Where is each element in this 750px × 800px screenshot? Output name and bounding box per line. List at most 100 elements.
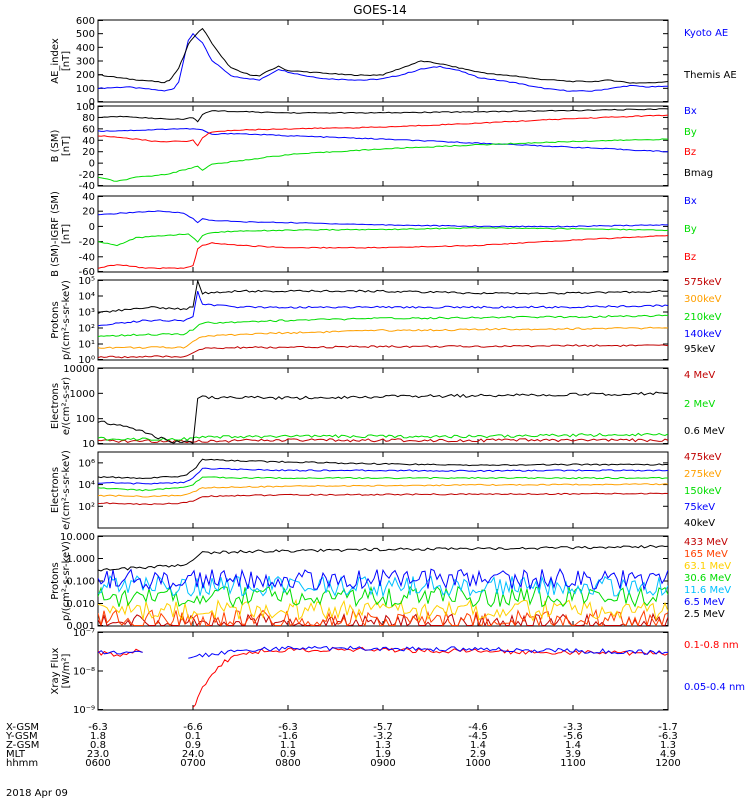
series-line-63-1-mev bbox=[98, 598, 668, 622]
series-line-by bbox=[98, 227, 668, 247]
series-line-by bbox=[98, 138, 668, 182]
legend-label: 0.05-0.4 nm bbox=[684, 682, 745, 693]
legend-label: 2 MeV bbox=[684, 399, 715, 410]
chart-title: GOES-14 bbox=[353, 3, 407, 17]
y-tick-label: 10⁴ bbox=[78, 292, 95, 303]
panel-protons1: 10⁰ 10¹ 10² 10³ 10⁴ 10⁵ Protons p/(cm²-s-sr-keV… bbox=[50, 276, 722, 366]
x-table-cell: -1.7 bbox=[658, 722, 678, 733]
x-table-cell: -6.6 bbox=[183, 722, 203, 733]
x-table-cell: 1.3 bbox=[375, 740, 391, 751]
panel-electrons2: 10² 10⁴ 10⁶ Electrons e/(cm²-s-sr-keV) 475keV… bbox=[50, 450, 722, 530]
y-axis-label: AE_index bbox=[50, 38, 61, 84]
y-tick-label: 100 bbox=[76, 84, 95, 95]
y-tick-label: 20 bbox=[82, 207, 95, 218]
y-axis-label: Protons bbox=[50, 301, 61, 338]
y-axis-label: Electrons bbox=[50, 383, 61, 429]
legend-label: 165 MeV bbox=[684, 549, 728, 560]
series-group bbox=[98, 645, 668, 708]
legend-label: Bx bbox=[684, 196, 697, 207]
panel-xray: 10⁻⁹ 10⁻⁸ 10⁻⁷ Xray Flux [W/m²] 0.1-0.8 nm 0.0… bbox=[50, 628, 745, 716]
y-tick-label: 10000 bbox=[63, 364, 95, 375]
series-line-bz bbox=[98, 235, 668, 270]
legend-label: 433 MeV bbox=[684, 537, 728, 548]
x-axis-table: X-GSMY-GSMZ-GSMMLThhmm-6.31.80.823.00600… bbox=[5, 722, 681, 769]
legend-label: 150keV bbox=[684, 486, 722, 497]
legend-label: Bmag bbox=[684, 168, 713, 179]
panel-ae: 0 100 200 300 400 500 600 AE_index [nT] Kyoto AE T… bbox=[50, 16, 737, 108]
y-tick-label: 200 bbox=[76, 70, 95, 81]
y-tick-label: 10⁵ bbox=[78, 276, 95, 287]
series-line-kyoto-ae bbox=[98, 32, 668, 92]
x-table-cell: 0800 bbox=[275, 758, 300, 769]
y-axis-label: e/(cm²-s-sr-keV) bbox=[61, 450, 72, 530]
y-tick-label: 10² bbox=[78, 502, 95, 513]
series-group bbox=[98, 108, 668, 182]
y-tick-label: 10⁶ bbox=[78, 458, 95, 469]
series-group bbox=[98, 27, 668, 92]
x-table-row-label: hhmm bbox=[6, 758, 38, 769]
series-line-bx bbox=[98, 210, 668, 228]
series-line-475kev bbox=[98, 492, 668, 506]
x-table-cell: -6.3 bbox=[658, 731, 678, 742]
x-table-cell: -6.3 bbox=[88, 722, 108, 733]
series-line-150kev bbox=[98, 476, 668, 492]
y-tick-label: 1000 bbox=[70, 389, 95, 400]
y-tick-label: 10⁻⁷ bbox=[73, 628, 95, 639]
series-line-0-6-mev bbox=[98, 391, 668, 444]
y-tick-label: 0.001 bbox=[66, 621, 95, 632]
y-tick-label: -40 bbox=[79, 252, 95, 263]
y-axis-label: Electrons bbox=[50, 467, 61, 513]
legend-label: 275keV bbox=[684, 469, 722, 480]
y-axis-label: [nT] bbox=[61, 136, 72, 156]
x-table-cell: 1000 bbox=[465, 758, 490, 769]
y-tick-label: -40 bbox=[79, 181, 95, 192]
x-table-cell: 1200 bbox=[655, 758, 680, 769]
series-group bbox=[98, 210, 668, 270]
series-line-40kev bbox=[98, 458, 668, 480]
x-table-cell: 0.9 bbox=[185, 740, 201, 751]
legend-label: 75keV bbox=[684, 502, 715, 513]
x-table-cell: -4.5 bbox=[468, 731, 488, 742]
x-table-cell: 3.9 bbox=[565, 749, 581, 760]
legend-label: 11.6 MeV bbox=[684, 585, 731, 596]
legend-label: 40keV bbox=[684, 518, 715, 529]
x-table-row-label: Y-GSM bbox=[5, 731, 38, 742]
x-table-cell: 0.9 bbox=[280, 749, 296, 760]
y-axis-label: Xray Flux bbox=[50, 647, 61, 694]
series-line-575kev bbox=[98, 344, 668, 359]
x-table-cell: 1.8 bbox=[90, 731, 106, 742]
x-table-cell: 0.8 bbox=[90, 740, 106, 751]
legend-label: 4 MeV bbox=[684, 370, 715, 381]
legend-label: 300keV bbox=[684, 294, 722, 305]
y-tick-label: 100 bbox=[76, 414, 95, 425]
legend-label: Bz bbox=[684, 147, 696, 158]
y-tick-label: 600 bbox=[76, 16, 95, 27]
y-tick-label: 20 bbox=[82, 147, 95, 158]
legend-label: 63.1 MeV bbox=[684, 561, 731, 572]
x-table-cell: 0700 bbox=[180, 758, 205, 769]
legend-label: 95keV bbox=[684, 344, 715, 355]
legend-label: Bz bbox=[684, 252, 696, 263]
y-tick-label: 10⁴ bbox=[78, 480, 95, 491]
y-tick-label: 10⁻⁸ bbox=[73, 667, 95, 678]
y-tick-label: 0 bbox=[89, 222, 95, 233]
x-table-cell: 1.4 bbox=[470, 740, 486, 751]
x-table-cell: -1.6 bbox=[278, 731, 298, 742]
y-tick-label: 10² bbox=[78, 324, 95, 335]
series-line-275kev bbox=[98, 483, 668, 498]
x-table-cell: -5.7 bbox=[373, 722, 393, 733]
legend-label: Kyoto AE bbox=[684, 28, 728, 39]
y-axis-label: [nT] bbox=[61, 224, 72, 244]
y-tick-label: 10⁻⁹ bbox=[73, 705, 95, 716]
series-line-11-6-mev bbox=[98, 574, 668, 598]
y-tick-label: 10.000 bbox=[60, 532, 95, 543]
x-table-cell: 0.1 bbox=[185, 731, 201, 742]
panel-protons2: 0.001 0.010 0.100 1.000 10.000 Protons p/(cm²-… bbox=[50, 532, 731, 632]
panel-frame bbox=[97, 631, 669, 711]
legend-label: 575keV bbox=[684, 277, 722, 288]
x-table-cell: 2.9 bbox=[470, 749, 486, 760]
